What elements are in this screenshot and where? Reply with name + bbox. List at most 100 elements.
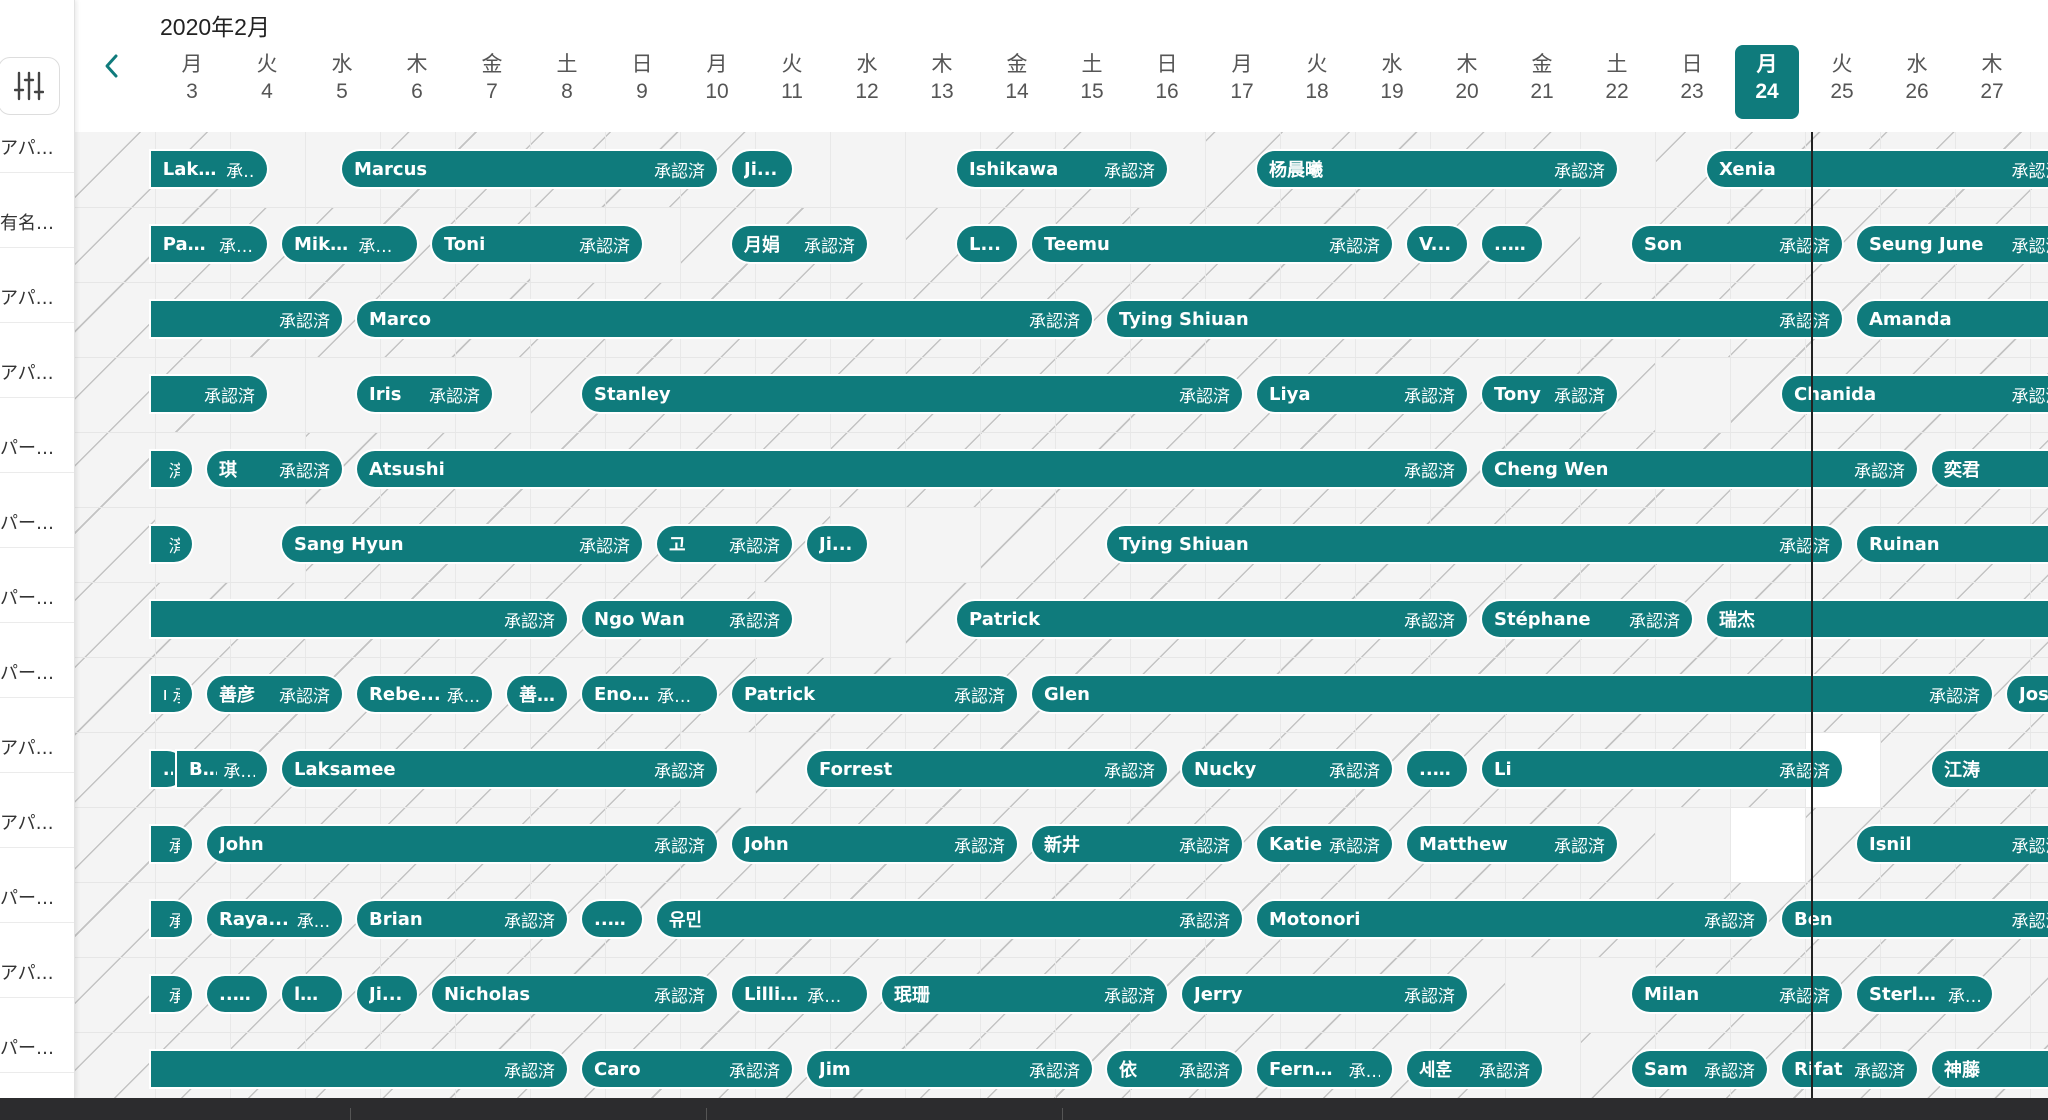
listing-name[interactable]: パー…	[0, 888, 54, 909]
available-day-cell[interactable]	[829, 132, 905, 207]
reservation-bar[interactable]: Cheng Wen 承認済	[1482, 451, 1917, 487]
reservation-bar[interactable]: Forrest 承認済	[807, 751, 1167, 787]
day-header-22[interactable]: 土 22	[1585, 52, 1649, 114]
listing-name[interactable]: パー…	[0, 588, 54, 609]
open-day-cell[interactable]	[1729, 807, 1805, 882]
reservation-bar[interactable]: Jose	[2007, 676, 2048, 712]
reservation-bar[interactable]: Sam 承認済	[1632, 1051, 1767, 1087]
day-header-24[interactable]: 月 24	[1735, 45, 1799, 119]
available-day-cell[interactable]	[904, 507, 980, 582]
reservation-bar[interactable]: Chanida 承認済	[1782, 376, 2048, 412]
reservation-bar[interactable]: Ferna... 承...	[1257, 1051, 1392, 1087]
reservation-bar[interactable]: 済	[150, 451, 192, 487]
reservation-bar[interactable]: 杨晨曦 承認済	[1257, 151, 1617, 187]
reservation-bar[interactable]: Seung June 承認済	[1857, 226, 2048, 262]
reservation-bar[interactable]: Raya... 承...	[207, 901, 342, 937]
listing-name[interactable]: アパ…	[0, 138, 54, 159]
reservation-bar[interactable]: Glen 承認済	[1032, 676, 1992, 712]
reservation-bar[interactable]: ... ...	[582, 901, 642, 937]
reservation-bar[interactable]: Atsushi 承認済	[357, 451, 1467, 487]
reservation-bar[interactable]: Marcus 承認済	[342, 151, 717, 187]
day-header-27[interactable]: 木 27	[1960, 52, 2024, 114]
reservation-bar[interactable]: ... ...	[1482, 226, 1542, 262]
reservation-bar[interactable]: 承認済	[150, 976, 192, 1012]
reservation-bar[interactable]: 承認済	[150, 901, 192, 937]
day-header-11[interactable]: 火 11	[760, 52, 824, 114]
reservation-bar[interactable]: 유민 承認済	[657, 901, 1242, 937]
reservation-bar[interactable]: Katie 承認済	[1257, 826, 1392, 862]
reservation-bar[interactable]: Mikl... 承認...	[282, 226, 417, 262]
reservation-bar[interactable]: Xenia 承認済	[1707, 151, 2048, 187]
reservation-bar[interactable]: Bing 承認済	[177, 751, 267, 787]
day-header-26[interactable]: 水 26	[1885, 52, 1949, 114]
reservation-bar[interactable]: 承認済	[150, 376, 267, 412]
day-header-23[interactable]: 日 23	[1660, 52, 1724, 114]
reservation-bar[interactable]: 承認済	[150, 601, 567, 637]
day-header-18[interactable]: 火 18	[1285, 52, 1349, 114]
reservation-bar[interactable]: na 承認済	[150, 676, 192, 712]
reservation-bar[interactable]: 依 承認済	[1107, 1051, 1242, 1087]
reservation-bar[interactable]: Tying Shiuan 承認済	[1107, 526, 1842, 562]
listing-name[interactable]: 有名…	[0, 213, 54, 234]
reservation-bar[interactable]: 瑞杰	[1707, 601, 2048, 637]
reservation-bar[interactable]: Jerry 承認済	[1182, 976, 1467, 1012]
reservation-bar[interactable]: Iris 承認済	[357, 376, 492, 412]
reservation-bar[interactable]: Sang Hyun 承認済	[282, 526, 642, 562]
reservation-bar[interactable]: Ji...	[732, 151, 792, 187]
reservation-bar[interactable]: la...	[282, 976, 342, 1012]
reservation-bar[interactable]: 月娟 承認済	[732, 226, 867, 262]
reservation-bar[interactable]: 承認済	[150, 826, 192, 862]
reservation-bar[interactable]: Enoch 承認済	[582, 676, 717, 712]
filter-button[interactable]	[0, 57, 60, 115]
reservation-bar[interactable]: Lillian 承認済	[732, 976, 867, 1012]
reservation-bar[interactable]: 江涛	[1932, 751, 2048, 787]
listing-name[interactable]: パー…	[0, 1038, 54, 1059]
reservation-bar[interactable]: 善...	[507, 676, 567, 712]
day-header-21[interactable]: 金 21	[1510, 52, 1574, 114]
reservation-bar[interactable]: Motonori 承認済	[1257, 901, 1767, 937]
previous-month-button[interactable]	[96, 46, 130, 86]
reservation-bar[interactable]: 済	[150, 526, 192, 562]
reservation-bar[interactable]: Son 承認済	[1632, 226, 1842, 262]
reservation-bar[interactable]: Rifat 承認済	[1782, 1051, 1917, 1087]
day-header-17[interactable]: 月 17	[1210, 52, 1274, 114]
available-day-cell[interactable]	[1504, 957, 1580, 1032]
reservation-bar[interactable]: Ji...	[357, 976, 417, 1012]
reservation-bar[interactable]: 善彦 承認済	[207, 676, 342, 712]
reservation-bar[interactable]: Liya 承認済	[1257, 376, 1467, 412]
day-header-20[interactable]: 木 20	[1435, 52, 1499, 114]
reservation-bar[interactable]: Sterli... 承...	[1857, 976, 1992, 1012]
reservation-bar[interactable]: Marco 承認済	[357, 301, 1092, 337]
reservation-bar[interactable]: 新井 承認済	[1032, 826, 1242, 862]
reservation-bar[interactable]: John 承認済	[207, 826, 717, 862]
reservation-bar[interactable]: Laksamee 承認済	[282, 751, 717, 787]
day-header-19[interactable]: 水 19	[1360, 52, 1424, 114]
reservation-bar[interactable]: Jim 承認済	[807, 1051, 1092, 1087]
reservation-bar[interactable]: Matthew 承認済	[1407, 826, 1617, 862]
reservation-bar[interactable]: Teemu 承認済	[1032, 226, 1392, 262]
reservation-bar[interactable]: ... ...	[207, 976, 267, 1012]
listing-name[interactable]: パー…	[0, 663, 54, 684]
reservation-bar[interactable]: Li 承認済	[1482, 751, 1842, 787]
reservation-bar[interactable]: L...	[957, 226, 1017, 262]
day-header-16[interactable]: 日 16	[1135, 52, 1199, 114]
available-day-cell[interactable]	[1654, 357, 1730, 432]
reservation-bar[interactable]: Ji...	[807, 526, 867, 562]
reservation-bar[interactable]: 承認済	[150, 1051, 567, 1087]
day-header-25[interactable]: 火 25	[1810, 52, 1874, 114]
reservation-bar[interactable]: Tony 承認済	[1482, 376, 1617, 412]
reservation-bar[interactable]: Stanley 承認済	[582, 376, 1242, 412]
listing-name[interactable]: パー…	[0, 438, 54, 459]
available-day-cell[interactable]	[1654, 807, 1730, 882]
listing-name[interactable]: アパ…	[0, 813, 54, 834]
day-header-12[interactable]: 水 12	[835, 52, 899, 114]
listing-name[interactable]: アパ…	[0, 288, 54, 309]
reservation-bar[interactable]: Amanda	[1857, 301, 2048, 337]
